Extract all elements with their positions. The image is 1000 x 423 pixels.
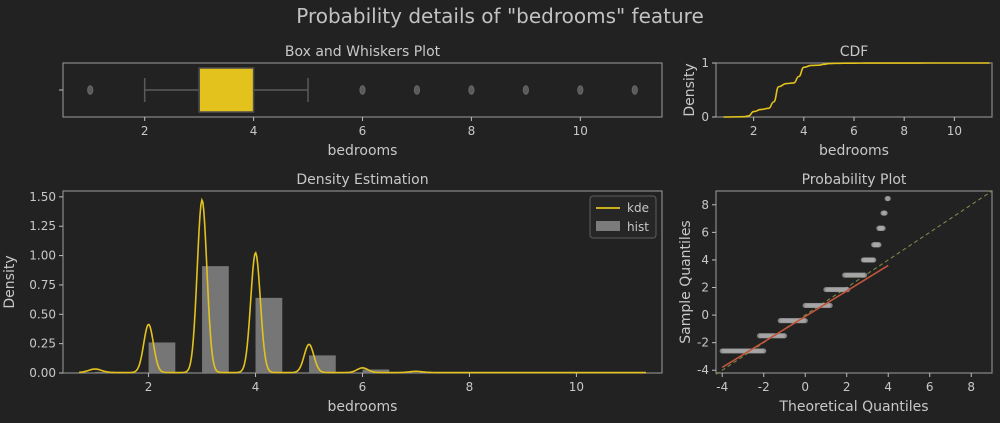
- x-tick-label: 10: [573, 124, 588, 138]
- x-tick-label: 4: [252, 380, 260, 394]
- hist-bar: [255, 297, 283, 373]
- y-axis-label: Density: [2, 255, 18, 308]
- quantile-point: [781, 333, 788, 339]
- x-tick-label: 8: [466, 380, 474, 394]
- hist-bar: [148, 342, 176, 373]
- quantile-point: [885, 195, 891, 202]
- quantile-point: [871, 257, 877, 263]
- y-tick-label: -2: [697, 336, 709, 350]
- x-tick-label: 6: [359, 380, 367, 394]
- x-tick-label: 6: [359, 124, 367, 138]
- x-axis-label: bedrooms: [328, 143, 398, 159]
- x-axis-label: Theoretical Quantiles: [778, 399, 928, 415]
- y-tick-label: 4: [701, 253, 709, 267]
- x-tick-label: 2: [145, 380, 153, 394]
- x-tick-label: 8: [967, 380, 975, 394]
- hist-bar: [202, 266, 229, 373]
- y-tick-label: 0.50: [29, 307, 56, 321]
- plot-frame: [715, 62, 993, 118]
- quantile-point: [880, 225, 886, 231]
- outlier-point: [522, 85, 529, 95]
- legend-hist-label: hist: [627, 220, 649, 234]
- box-iqr: [198, 67, 255, 113]
- box-plot-panel: Box and Whiskers Plot 2 4 6 8 10 bedrooms: [59, 44, 663, 159]
- probability-plot-panel: Probability Plot -4 -2 0 2 4 6 8 Theoretical Qua…: [678, 172, 993, 415]
- y-tick-label: 1.50: [29, 190, 56, 204]
- y-tick-label: 0: [701, 308, 709, 322]
- hist-bar: [309, 355, 336, 373]
- x-tick-label: 10: [569, 380, 584, 394]
- x-tick-label: 8: [900, 124, 908, 138]
- quantile-point: [761, 348, 767, 354]
- x-tick-label: 2: [843, 380, 851, 394]
- y-tick-label: 0.00: [29, 366, 56, 380]
- outlier-point: [87, 85, 94, 95]
- x-tick-label: 6: [850, 124, 858, 138]
- x-tick-label: 4: [884, 380, 892, 394]
- y-axis-label: Sample Quantiles: [678, 220, 694, 343]
- y-tick-label: 0.75: [29, 278, 56, 292]
- outlier-point: [359, 85, 366, 95]
- y-tick-label: 8: [701, 198, 709, 212]
- x-tick-label: -4: [716, 380, 728, 394]
- y-axis-label: Density: [682, 63, 698, 116]
- x-tick-label: 4: [250, 124, 258, 138]
- quantile-point: [876, 242, 882, 248]
- x-tick-label: -2: [758, 380, 770, 394]
- plot-title: Probability Plot: [802, 172, 907, 188]
- reference-line: [715, 190, 993, 375]
- y-tick-label: 0.25: [29, 337, 56, 351]
- y-tick-label: 2: [701, 281, 709, 295]
- x-tick-label: 10: [947, 124, 962, 138]
- x-axis-label: bedrooms: [328, 399, 398, 415]
- outlier-point: [577, 85, 584, 95]
- x-tick-label: 6: [926, 380, 934, 394]
- legend-kde-label: kde: [627, 201, 649, 215]
- cdf-line: [723, 62, 990, 118]
- x-tick-label: 0: [801, 380, 809, 394]
- quantile-point: [861, 272, 868, 278]
- figure-title: Probability details of "bedrooms" featur…: [296, 4, 704, 28]
- x-axis-label: bedrooms: [819, 143, 889, 159]
- plot-title: CDF: [840, 44, 869, 60]
- plot-title: Density Estimation: [296, 172, 428, 188]
- fit-line: [721, 264, 889, 369]
- y-tick-label: 6: [701, 225, 709, 239]
- x-tick-label: 2: [750, 124, 758, 138]
- outlier-point: [631, 85, 638, 95]
- y-tick-label: 0: [701, 110, 709, 124]
- quantile-point: [827, 302, 833, 309]
- outlier-point: [468, 85, 475, 95]
- plot-title: Box and Whiskers Plot: [285, 44, 441, 60]
- quantile-point: [802, 318, 808, 324]
- hist-bar: [362, 369, 390, 373]
- x-tick-label: 4: [800, 124, 808, 138]
- y-tick-label: 1: [701, 56, 709, 70]
- x-tick-label: 2: [141, 124, 149, 138]
- y-tick-label: -4: [697, 363, 709, 377]
- kde-line: [78, 197, 646, 374]
- legend-hist-swatch: [596, 221, 620, 231]
- y-tick-label: 1.00: [29, 249, 56, 263]
- outlier-point: [413, 85, 421, 95]
- y-tick-label: 1.25: [29, 219, 56, 233]
- density-plot-panel: Density Estimation 2 4 6 8 10 bedrooms 0.00 0.25…: [2, 172, 663, 415]
- x-tick-label: 8: [468, 124, 476, 138]
- quantile-point: [882, 210, 888, 216]
